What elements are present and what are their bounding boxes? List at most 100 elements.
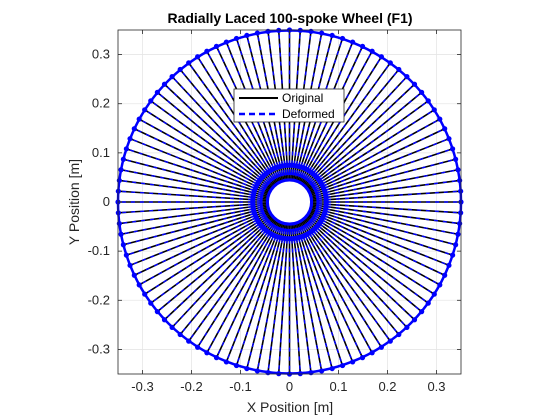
spoke-deformed bbox=[290, 221, 301, 374]
spoke-deformed bbox=[306, 210, 441, 286]
spoke-deformed bbox=[138, 118, 273, 194]
spoke-deformed bbox=[307, 148, 453, 197]
spoke-deformed bbox=[129, 208, 272, 266]
spoke-deformed bbox=[304, 213, 423, 313]
x-tick-label: -0.3 bbox=[131, 379, 153, 394]
spoke-deformed bbox=[293, 35, 333, 184]
tick-layer: -0.3 -0.2 -0.1 0 0.1 0.2 0.3 -0.3 -0.2 -0.1 0 0.1 0.… bbox=[88, 30, 461, 394]
spoke-deformed bbox=[308, 206, 456, 246]
spoke-deformed bbox=[303, 214, 415, 321]
spoke-deformed bbox=[293, 220, 333, 369]
spoke-deformed bbox=[309, 202, 461, 214]
spoke-deformed bbox=[206, 50, 281, 186]
x-tick-label: 0.1 bbox=[329, 379, 347, 394]
spoke-deformed bbox=[150, 100, 275, 192]
spoke-deformed bbox=[298, 50, 373, 186]
spoke-deformed bbox=[301, 216, 400, 335]
spoke-deformed bbox=[171, 76, 277, 189]
y-tick-label: 0.3 bbox=[92, 47, 110, 62]
spoke-deformed bbox=[307, 208, 450, 266]
spoke-deformed bbox=[118, 202, 270, 214]
spoke-deformed bbox=[126, 207, 272, 256]
spoke-deformed bbox=[267, 31, 288, 183]
spoke-deformed bbox=[304, 100, 429, 192]
spoke-deformed bbox=[304, 91, 423, 191]
spoke-deformed bbox=[256, 32, 287, 183]
spoke-deformed bbox=[306, 118, 441, 194]
spoke-deformed bbox=[225, 220, 283, 363]
spoke-deformed bbox=[120, 169, 271, 200]
spoke-deformed bbox=[129, 138, 272, 196]
spoke-deformed bbox=[302, 76, 408, 189]
spoke-deformed bbox=[296, 41, 354, 184]
spoke-deformed bbox=[301, 69, 400, 188]
x-axis-title: X Position [m] bbox=[247, 399, 333, 415]
spoke-deformed bbox=[246, 220, 286, 369]
spoke-deformed bbox=[235, 220, 285, 366]
legend-label-original: Original bbox=[282, 91, 323, 105]
spoke-deformed bbox=[134, 209, 273, 276]
spoke-deformed bbox=[119, 179, 271, 201]
spoke-deformed bbox=[309, 190, 461, 202]
spoke-deformed bbox=[303, 83, 415, 190]
spoke-deformed bbox=[120, 204, 271, 235]
spoke-deformed bbox=[302, 215, 408, 328]
spoke-deformed bbox=[299, 218, 382, 348]
spoke-deformed bbox=[156, 91, 275, 191]
spoke-deformed bbox=[308, 179, 460, 201]
x-tick-label: -0.2 bbox=[180, 379, 202, 394]
spoke-deformed bbox=[179, 216, 278, 335]
spoke-deformed bbox=[267, 221, 288, 373]
spoke-deformed bbox=[134, 128, 273, 195]
spoke-deformed bbox=[300, 217, 391, 342]
spoke-deformed bbox=[290, 30, 301, 183]
spoke-deformed bbox=[138, 210, 273, 286]
spoke-deformed bbox=[304, 212, 429, 304]
spoke-deformed bbox=[306, 209, 445, 276]
spoke-deformed bbox=[123, 206, 271, 246]
spoke-deformed bbox=[225, 41, 283, 184]
spoke-deformed bbox=[164, 83, 276, 190]
spoke-deformed bbox=[305, 211, 435, 295]
spoke-deformed bbox=[278, 30, 289, 183]
spoke-deformed bbox=[206, 218, 281, 354]
y-tick-label: -0.3 bbox=[88, 341, 110, 356]
spoke-deformed bbox=[215, 46, 282, 185]
spoke-deformed bbox=[300, 62, 391, 187]
spoke-deformed bbox=[118, 190, 270, 202]
spoke-deformed bbox=[306, 128, 445, 195]
spoke-deformed bbox=[305, 109, 435, 193]
y-tick-label: -0.2 bbox=[88, 292, 110, 307]
legend-label-deformed: Deformed bbox=[282, 107, 335, 121]
spoke-deformed bbox=[308, 204, 459, 235]
spoke-deformed bbox=[256, 221, 287, 372]
spoke-deformed bbox=[308, 158, 456, 198]
spoke-deformed bbox=[294, 38, 344, 184]
spoke-deformed bbox=[156, 213, 275, 313]
spoke-deformed bbox=[291, 221, 312, 373]
hub-ring-outer bbox=[250, 162, 329, 242]
x-tick-label: 0.3 bbox=[427, 379, 445, 394]
spoke-deformed bbox=[171, 215, 277, 328]
spoke-deformed bbox=[299, 56, 382, 186]
legend-box bbox=[233, 88, 345, 123]
spoke-deformed bbox=[197, 218, 280, 348]
spokes-deformed-series bbox=[118, 30, 461, 374]
y-tick-label: 0.1 bbox=[92, 145, 110, 160]
spoke-deformed bbox=[307, 138, 450, 196]
spoke-deformed bbox=[296, 220, 354, 363]
spoke-deformed bbox=[126, 148, 272, 197]
spoke-deformed bbox=[179, 69, 278, 188]
spoke-deformed bbox=[246, 35, 286, 184]
spoke-deformed bbox=[291, 31, 312, 183]
spoke-deformed bbox=[307, 207, 453, 256]
spoke-deformed bbox=[294, 220, 344, 366]
spoke-deformed bbox=[119, 203, 271, 225]
chart-title: Radially Laced 100-spoke Wheel (F1) bbox=[167, 10, 412, 26]
spoke-deformed bbox=[278, 221, 289, 374]
y-tick-label: 0.2 bbox=[92, 96, 110, 111]
y-tick-label: 0 bbox=[103, 194, 110, 209]
spoke-deformed bbox=[144, 211, 274, 295]
x-tick-label: 0 bbox=[286, 379, 293, 394]
